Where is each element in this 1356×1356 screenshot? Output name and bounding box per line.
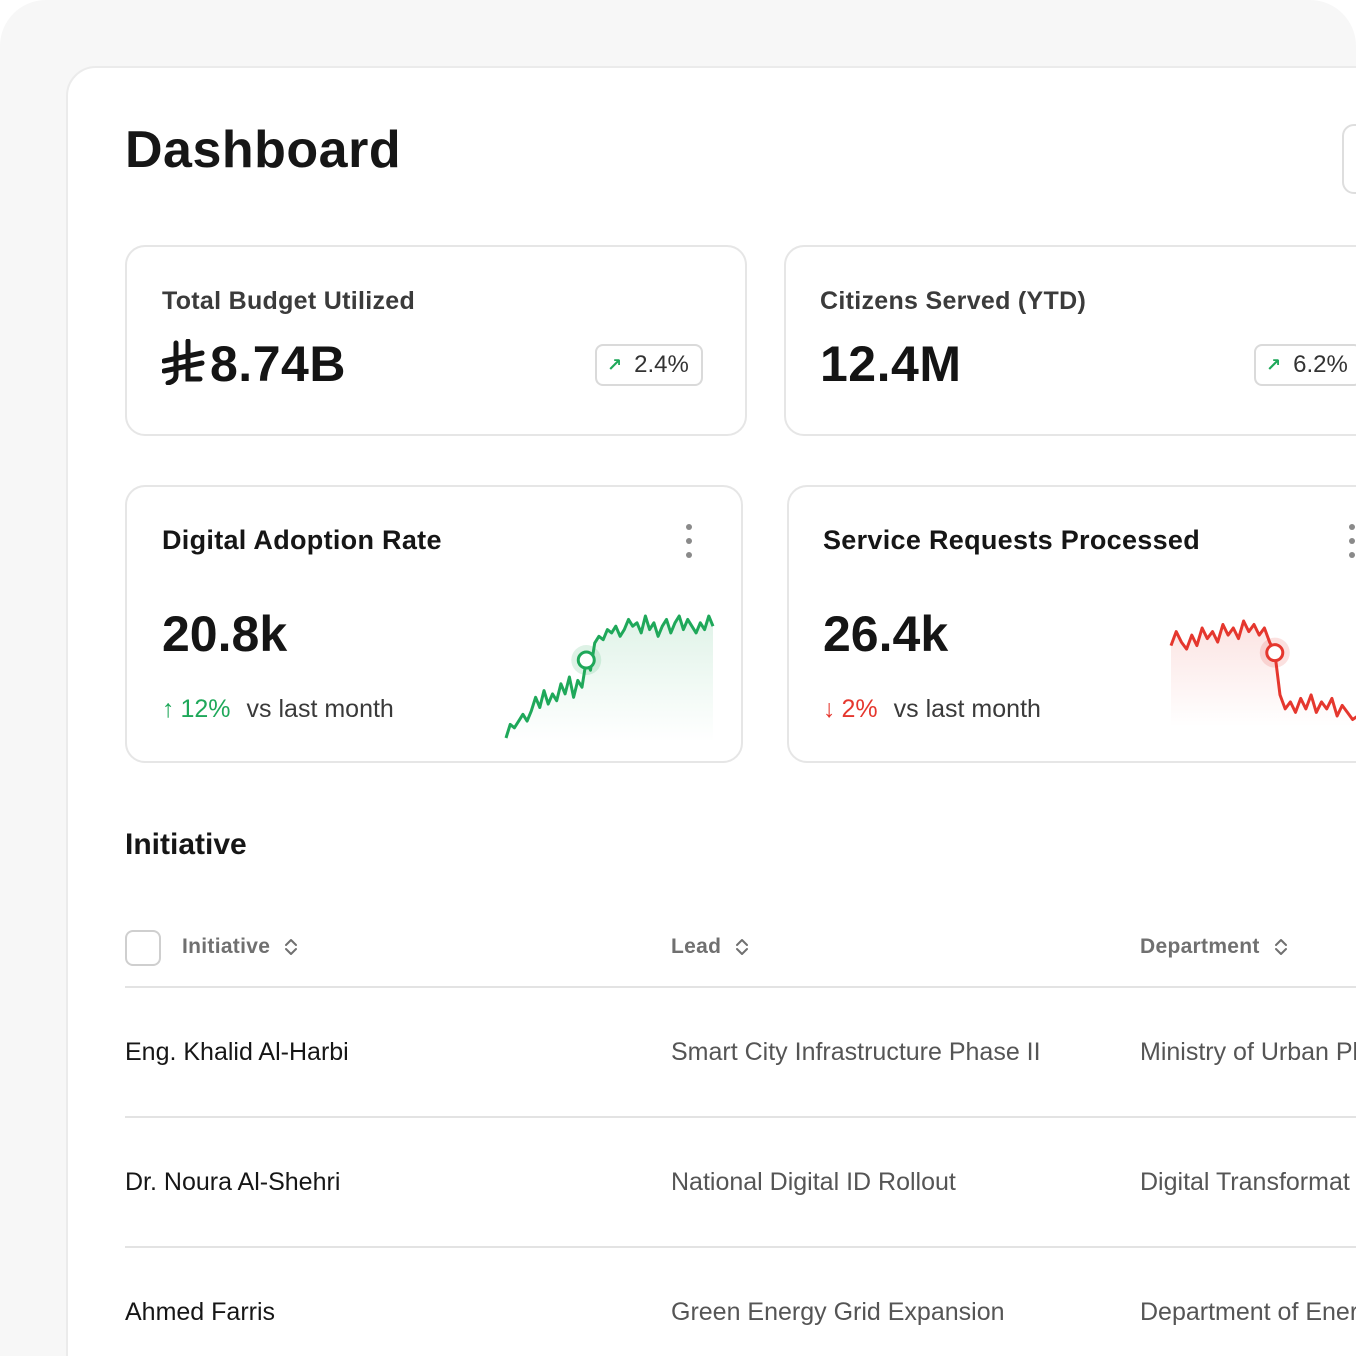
trend-indicator: ↑ 12% vs last month [162,695,394,724]
chart-card-adoption: Digital Adoption Rate 20.8k ↑ 12% vs las… [125,485,743,763]
sort-icon [285,939,298,955]
chart-card-requests: Service Requests Processed 26.4k ↓ 2% vs… [787,485,1356,763]
chart-title: Service Requests Processed [823,525,1201,555]
arrow-up-icon: ↑ [162,695,175,723]
chart-title: Digital Adoption Rate [162,525,442,555]
cell-department: Digital Transformat [1140,1168,1350,1196]
arrow-down-icon: ↓ [823,695,836,723]
chart-value: 26.4k [823,606,949,662]
cell-lead: Green Energy Grid Expansion [671,1298,1005,1326]
cell-department: Department of Ener [1140,1298,1356,1326]
sparkline-line [504,614,715,739]
select-all-checkbox[interactable] [125,930,161,966]
column-label: Lead [671,935,722,958]
arrow-up-right-icon: ↗ [607,354,623,375]
stat-label: Total Budget Utilized [162,287,416,315]
stat-card-citizens: Citizens Served (YTD) 12.4M ↗ 6.2% [784,245,1356,436]
sparkline-chart [504,614,715,742]
cell-lead: National Digital ID Rollout [671,1168,956,1196]
page-title: Dashboard [125,121,402,179]
cell-name: Eng. Khalid Al-Harbi [125,1038,349,1066]
cell-department: Ministry of Urban Pl [1140,1038,1356,1066]
sparkline-chart [1169,619,1356,727]
dashboard-panel: Dashboard Total Budget Utilized 8.74B [66,66,1356,1356]
stat-label: Citizens Served (YTD) [820,287,1087,315]
column-label: Initiative [182,935,271,958]
arrow-up-right-icon: ↗ [1266,354,1282,375]
table-header: Initiative Lead Department [125,930,1356,988]
change-badge: ↗ 6.2% [1254,344,1356,386]
column-header-lead[interactable]: Lead [671,935,749,959]
chart-value: 20.8k [162,606,288,662]
column-header-department[interactable]: Department [1140,935,1288,959]
stat-value: 12.4M [820,336,962,392]
stat-card-budget: Total Budget Utilized 8.74B ↗ 2.4% [125,245,747,436]
sparkline-area [506,616,713,742]
section-title: Initiative [125,828,247,861]
sparkline-marker [576,650,596,670]
cell-lead: Smart City Infrastructure Phase II [671,1038,1041,1066]
delta-value: 12% [180,695,231,723]
header-action-button[interactable] [1342,124,1356,194]
column-label: Department [1140,935,1260,958]
sparkline-marker [1265,643,1285,663]
delta-value: 2% [841,695,878,723]
change-value: 6.2% [1293,351,1348,378]
sort-icon [736,939,749,955]
change-badge: ↗ 2.4% [595,344,703,386]
table-row[interactable]: Dr. Noura Al-Shehri National Digital ID … [125,1118,1356,1248]
riyal-currency-icon [161,338,206,386]
table-row[interactable]: Eng. Khalid Al-Harbi Smart City Infrastr… [125,988,1356,1118]
sparkline-line [1169,619,1356,721]
more-options-icon[interactable] [1347,524,1356,558]
comparison-text: vs last month [246,695,394,723]
sort-icon [1274,939,1287,955]
comparison-text: vs last month [893,695,1041,723]
table-row[interactable]: Ahmed Farris Green Energy Grid Expansion… [125,1248,1356,1356]
cell-name: Dr. Noura Al-Shehri [125,1168,341,1196]
column-header-initiative[interactable]: Initiative [182,935,298,959]
stat-value: 8.74B [161,335,346,393]
stat-value-text: 8.74B [210,336,346,392]
change-value: 2.4% [634,351,689,378]
more-options-icon[interactable] [684,524,694,558]
trend-indicator: ↓ 2% vs last month [823,695,1041,724]
cell-name: Ahmed Farris [125,1298,276,1326]
